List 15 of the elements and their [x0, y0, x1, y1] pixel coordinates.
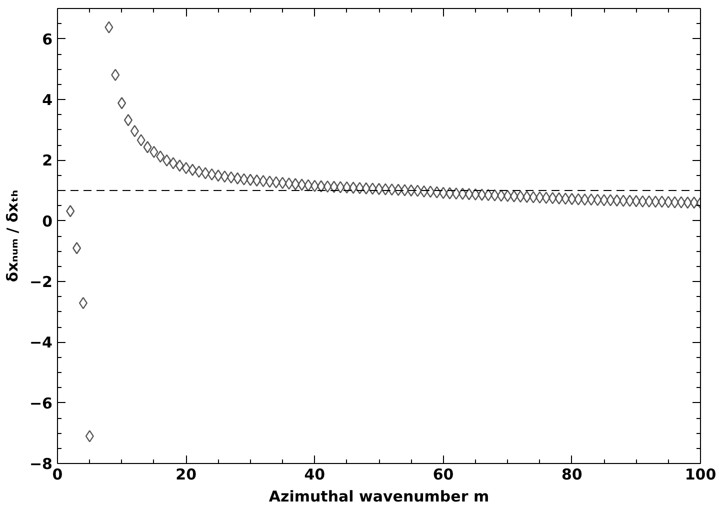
x-tick-label: 40 — [304, 466, 326, 484]
y-tick-label: −6 — [29, 394, 53, 412]
y-tick-label: −2 — [29, 273, 53, 291]
y-tick-label: −4 — [29, 334, 53, 352]
y-tick-label: 4 — [42, 91, 52, 109]
y-axis-title: δxₙᵤₘ / δxₜₕ — [3, 190, 22, 282]
y-tick-label: 2 — [42, 152, 52, 170]
x-tick-label: 100 — [684, 466, 716, 484]
x-axis-title: Azimuthal wavenumber m — [268, 488, 490, 506]
x-tick-label: 60 — [432, 466, 454, 484]
y-tick-label: 0 — [42, 212, 52, 230]
y-tick-label: −8 — [29, 455, 53, 473]
x-tick-label: 80 — [561, 466, 582, 484]
y-tick-label: 6 — [42, 30, 52, 48]
x-tick-label: 20 — [176, 466, 197, 484]
